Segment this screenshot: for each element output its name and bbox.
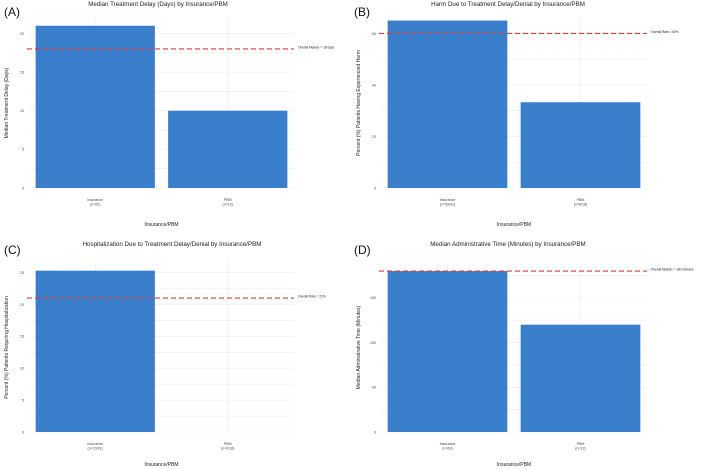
y-tick-label: 20: [372, 135, 376, 139]
chart-title: Median Administrative Time (Minutes) by …: [430, 241, 585, 248]
x-tick-label: Insurance: [87, 198, 103, 202]
bar-insurance: [35, 270, 155, 432]
x-tick-label: Insurance: [87, 442, 103, 446]
chart-title: Hospitalization Due to Treatment Delay/D…: [83, 241, 262, 248]
x-tick-label: Insurance: [440, 442, 456, 446]
bar-insurance: [35, 25, 155, 189]
y-tick-label: 5: [22, 398, 24, 402]
y-tick-label: 10: [20, 367, 24, 371]
x-tick-count: (n=23/91): [88, 447, 103, 451]
x-tick-label: PBM: [224, 442, 232, 446]
chart-panel-d: (D) Median Administrative Time (Minutes) …: [354, 241, 694, 468]
x-tick-count: (n=6/18): [574, 203, 588, 207]
y-tick-label: 25: [20, 271, 24, 275]
x-tick-count: (n=0/18): [221, 447, 235, 451]
bar-insurance: [387, 20, 508, 188]
bar-insurance: [387, 271, 508, 432]
y-tick-label: 100: [370, 341, 376, 345]
reference-label: Overall Median = 18 days: [298, 45, 335, 49]
reference-label: Overall Median = 180 minutes: [651, 268, 694, 272]
chart-panel-c: (C) Hospitalization Due to Treatment Dela…: [4, 241, 326, 468]
chart-title: Median Treatment Delay (Days) by Insuran…: [88, 1, 228, 8]
y-tick-label: 20: [20, 303, 24, 307]
y-tick-label: 0: [374, 186, 376, 190]
panel-label: (C): [4, 243, 21, 257]
y-tick-label: 40: [372, 83, 376, 87]
y-tick-label: 15: [20, 335, 24, 339]
y-tick-label: 0: [22, 430, 24, 434]
y-tick-label: 0: [22, 186, 24, 190]
y-tick-label: 50: [372, 386, 376, 390]
x-tick-label: Insurance: [440, 198, 456, 202]
y-axis-title: Percent (%) Patients Requiring Hospitali…: [4, 296, 10, 399]
x-tick-label: PBM: [224, 198, 232, 202]
chart-panel-b: (B) Harm Due to Treatment Delay/Denial by…: [354, 1, 679, 228]
y-tick-label: 0: [374, 430, 376, 434]
x-axis-title: Insurance/PBM: [497, 222, 531, 228]
panel-label: (B): [354, 5, 370, 19]
x-tick-count: (n=63): [442, 447, 453, 451]
panel-label: (A): [4, 5, 20, 19]
x-tick-count: (n=13): [223, 203, 234, 207]
reference-label: Overall Rate = 60%: [651, 30, 679, 34]
y-axis-title: Percent (%) Patients Having Experienced …: [356, 50, 362, 156]
x-tick-count: (n=13): [575, 447, 586, 451]
y-tick-label: 60: [372, 32, 376, 36]
chart-title: Harm Due to Treatment Delay/Denial by In…: [431, 1, 585, 8]
x-axis-title: Insurance/PBM: [497, 462, 531, 468]
y-tick-label: 20: [20, 32, 24, 36]
panel-label: (D): [354, 243, 371, 257]
x-tick-label: PBM: [577, 442, 585, 446]
chart-panel-a: (A) Median Treatment Delay (Days) by Insu…: [4, 1, 335, 228]
bar-pbm: [520, 102, 641, 188]
x-tick-count: (n=62): [90, 203, 101, 207]
y-axis-title: Median Administrative Time (Minutes): [356, 305, 362, 389]
bar-pbm: [520, 324, 641, 432]
reference-label: Overall Rate = 21%: [298, 295, 326, 299]
y-tick-label: 150: [370, 296, 376, 300]
y-tick-label: 10: [20, 109, 24, 113]
x-tick-count: (n=59/91): [440, 203, 455, 207]
x-tick-label: PBM: [577, 198, 585, 202]
x-axis-title: Insurance/PBM: [144, 462, 178, 468]
y-axis-title: Median Treatment Delay (Days): [4, 67, 10, 138]
bar-pbm: [168, 110, 288, 188]
y-tick-label: 15: [20, 70, 24, 74]
x-axis-title: Insurance/PBM: [144, 222, 178, 228]
y-tick-label: 5: [22, 148, 24, 152]
